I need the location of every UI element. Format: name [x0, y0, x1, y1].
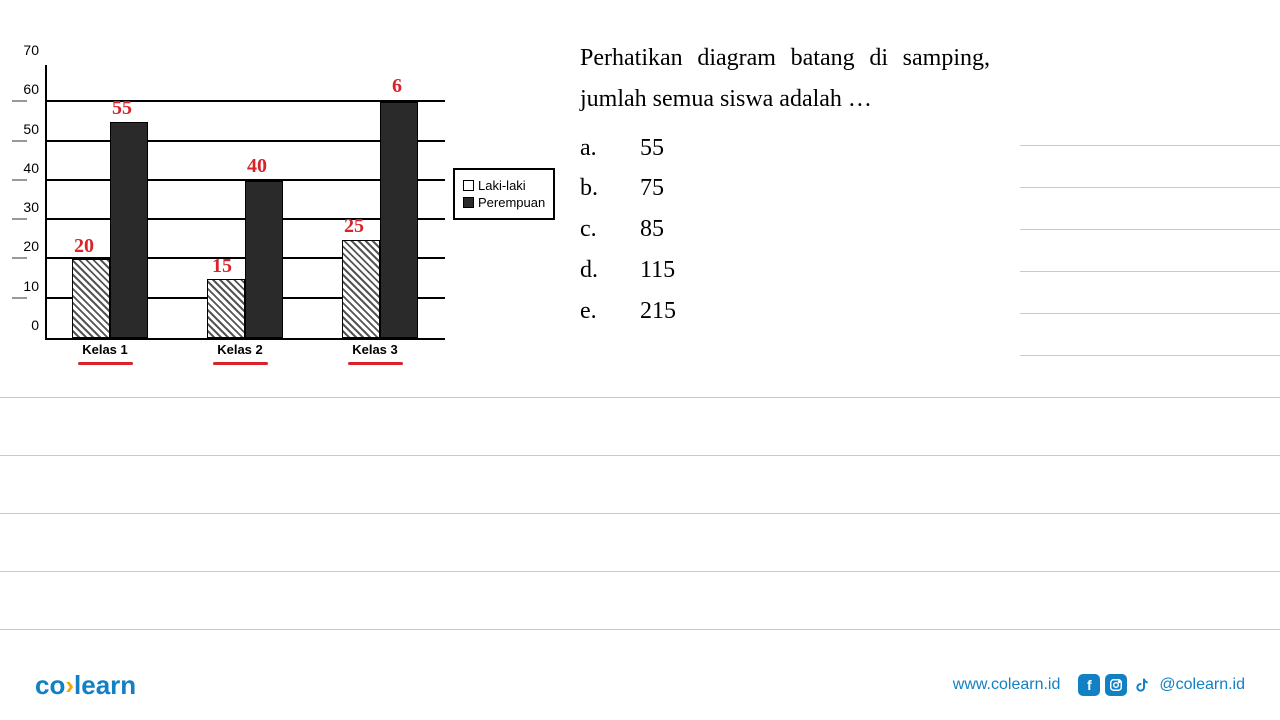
option-letter: c.	[580, 209, 605, 250]
y-tick-label: 50	[17, 121, 39, 137]
colearn-logo: co›learn	[35, 670, 136, 701]
bar-chart: 0 10 20 30 40 50 60 70 20 55	[10, 60, 450, 380]
legend-item-laki: Laki-laki	[463, 178, 545, 193]
y-tick-label: 20	[17, 238, 39, 254]
legend-label: Laki-laki	[478, 178, 526, 193]
option-letter: d.	[580, 250, 605, 291]
y-tick-dash	[12, 297, 27, 299]
social-icons: f @colearn.id	[1078, 674, 1245, 696]
facebook-icon[interactable]: f	[1078, 674, 1100, 696]
x-underline	[78, 362, 133, 365]
option-value: 75	[640, 168, 664, 209]
legend-label: Perempuan	[478, 195, 545, 210]
option-c[interactable]: c. 85	[580, 209, 1280, 250]
option-e[interactable]: e. 215	[580, 291, 1280, 332]
y-tick-label: 60	[17, 81, 39, 97]
y-tick-dash	[12, 100, 27, 102]
question-line: Perhatikan diagram batang	[580, 45, 855, 71]
bar-kelas1-perempuan	[110, 122, 148, 338]
question-line: siswa adalah …	[720, 86, 872, 112]
x-underline	[213, 362, 268, 365]
option-letter: b.	[580, 168, 605, 209]
ruled-line	[1020, 355, 1280, 356]
tiktok-icon[interactable]	[1132, 674, 1154, 696]
bar-kelas2-perempuan	[245, 181, 283, 338]
ruled-line	[0, 571, 1280, 572]
answer-options: a. 55 b. 75 c. 85 d. 115 e. 215	[580, 128, 1280, 332]
bar-annotation: 40	[247, 155, 267, 178]
bar-kelas3-laki	[342, 240, 380, 338]
ruled-line	[0, 513, 1280, 514]
y-tick-dash	[12, 218, 27, 220]
y-tick-label: 10	[17, 278, 39, 294]
y-tick-dash	[12, 140, 27, 142]
chart-legend: Laki-laki Perempuan	[453, 168, 555, 220]
bar-annotation: 55	[112, 97, 132, 120]
option-letter: e.	[580, 291, 605, 332]
logo-accent: ›	[65, 670, 74, 700]
footer-handle[interactable]: @colearn.id	[1159, 676, 1245, 694]
option-b[interactable]: b. 75	[580, 168, 1280, 209]
option-value: 115	[640, 250, 675, 291]
bar-kelas2-laki	[207, 279, 245, 338]
footer-right: www.colearn.id f @colearn.id	[953, 674, 1245, 696]
bar-annotation: 20	[74, 235, 94, 258]
x-tick-label: Kelas 1	[65, 342, 145, 357]
option-value: 215	[640, 291, 676, 332]
chart-plot-area: 0 10 20 30 40 50 60 70 20 55	[45, 65, 445, 340]
y-tick-label: 40	[17, 160, 39, 176]
x-underline	[348, 362, 403, 365]
ruled-line	[0, 397, 1280, 398]
bar-kelas1-laki	[72, 259, 110, 338]
legend-swatch-icon	[463, 197, 474, 208]
bar-annotation: 6	[392, 75, 402, 98]
x-tick-label: Kelas 2	[200, 342, 280, 357]
ruled-line	[0, 455, 1280, 456]
logo-text: co	[35, 670, 65, 700]
bar-annotation: 15	[212, 255, 232, 278]
legend-swatch-icon	[463, 180, 474, 191]
option-value: 85	[640, 209, 664, 250]
logo-text: learn	[74, 670, 136, 700]
legend-item-perempuan: Perempuan	[463, 195, 545, 210]
y-tick-label: 70	[17, 42, 39, 58]
ruled-line	[0, 629, 1280, 630]
y-tick-dash	[12, 179, 27, 181]
bar-kelas3-perempuan	[380, 102, 418, 338]
question-text: Perhatikan diagram batang di samping, ju…	[580, 38, 990, 120]
option-a[interactable]: a. 55	[580, 128, 1280, 169]
option-d[interactable]: d. 115	[580, 250, 1280, 291]
instagram-icon[interactable]	[1105, 674, 1127, 696]
option-letter: a.	[580, 128, 605, 169]
page-footer: co›learn www.colearn.id f @colearn.id	[0, 665, 1280, 705]
y-tick-dash	[12, 257, 27, 259]
y-tick-label: 30	[17, 199, 39, 215]
y-tick-label: 0	[17, 317, 39, 333]
option-value: 55	[640, 128, 664, 169]
bar-annotation: 25	[344, 215, 364, 238]
x-tick-label: Kelas 3	[335, 342, 415, 357]
footer-url[interactable]: www.colearn.id	[953, 676, 1061, 694]
question-block: Perhatikan diagram batang di samping, ju…	[580, 38, 1280, 332]
